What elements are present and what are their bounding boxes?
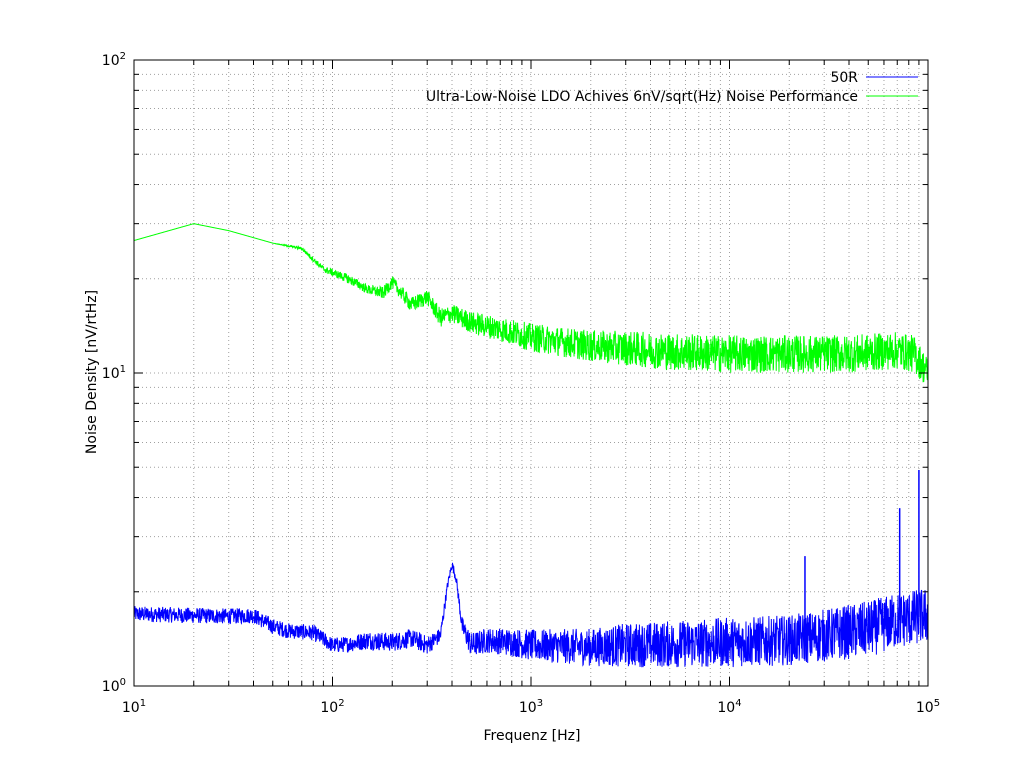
x-tick-label: 104 bbox=[717, 698, 741, 716]
tick-labels: 101 102 103 104 105 100 101 102 bbox=[102, 51, 940, 716]
axis-ticks bbox=[133, 59, 929, 687]
series-line-1 bbox=[133, 223, 929, 383]
legend: 50R Ultra-Low-Noise LDO Achives 6nV/sqrt(… bbox=[426, 70, 918, 105]
y-tick-label: 100 bbox=[102, 677, 126, 695]
x-tick-label: 105 bbox=[916, 698, 940, 716]
y-axis-label: Noise Density [nV/rtHz] bbox=[84, 290, 100, 454]
grid bbox=[133, 59, 929, 687]
y-tick-label: 101 bbox=[102, 364, 126, 382]
legend-entry-label: Ultra-Low-Noise LDO Achives 6nV/sqrt(Hz)… bbox=[426, 89, 858, 105]
legend-entry-label: 50R bbox=[830, 70, 858, 86]
plot-area bbox=[133, 223, 929, 668]
x-tick-label: 101 bbox=[122, 698, 146, 716]
x-tick-label: 103 bbox=[519, 698, 543, 716]
y-tick-label: 102 bbox=[102, 51, 126, 69]
x-axis-label: Frequenz [Hz] bbox=[484, 728, 581, 744]
series-line-0 bbox=[133, 562, 929, 668]
x-tick-label: 102 bbox=[320, 698, 344, 716]
